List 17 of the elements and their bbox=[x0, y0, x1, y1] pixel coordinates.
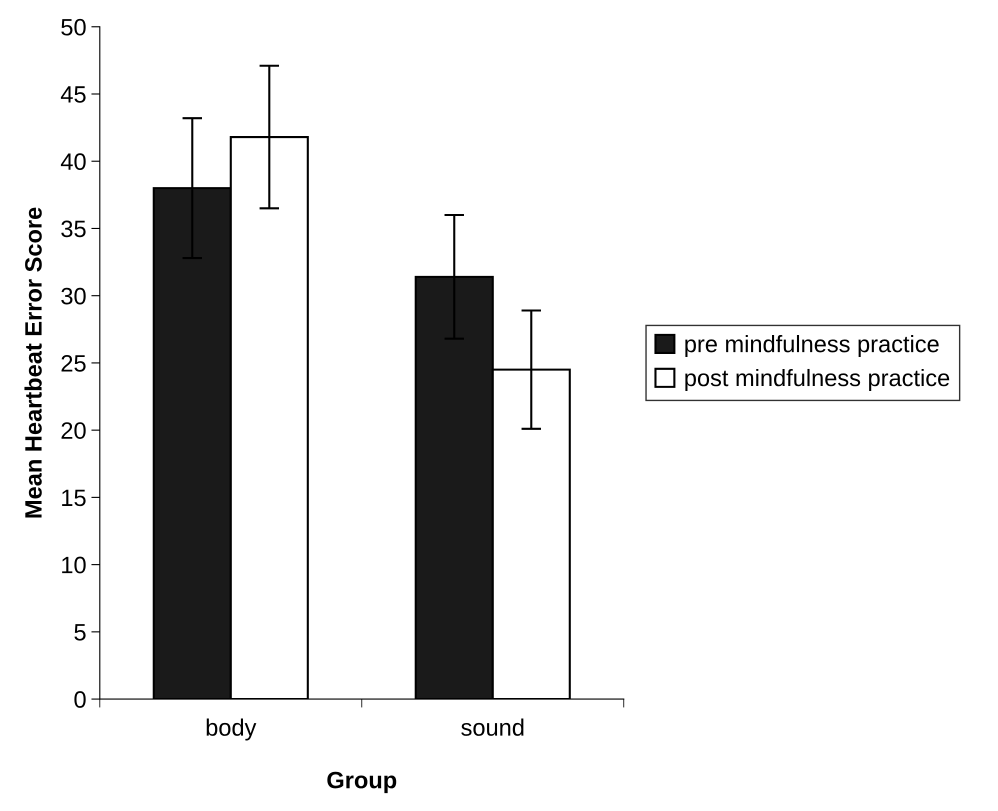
y-tick-label: 35 bbox=[61, 220, 86, 238]
x-tick-label: body bbox=[206, 718, 256, 741]
y-tick-label: 15 bbox=[62, 490, 86, 506]
y-axis-title: Mean Heartbeat Error Score bbox=[24, 208, 42, 518]
y-tick-label: 30 bbox=[61, 288, 86, 304]
y-tick-label: 10 bbox=[62, 556, 86, 574]
legend-label: pre mindfulness practice bbox=[685, 335, 939, 358]
y-tick-label: 45 bbox=[60, 86, 86, 103]
legend-label: post mindfulness practice bbox=[685, 368, 950, 391]
x-axis-title: Group bbox=[327, 772, 396, 794]
y-tick-label: 0 bbox=[74, 691, 86, 708]
y-tick-label: 20 bbox=[62, 422, 86, 439]
y-tick-label: 50 bbox=[61, 18, 86, 36]
y-tick-label: 25 bbox=[62, 354, 86, 372]
y-tick-label: 5 bbox=[74, 624, 86, 641]
y-tick-label: 40 bbox=[60, 153, 86, 170]
x-tick-label: sound bbox=[461, 718, 524, 736]
